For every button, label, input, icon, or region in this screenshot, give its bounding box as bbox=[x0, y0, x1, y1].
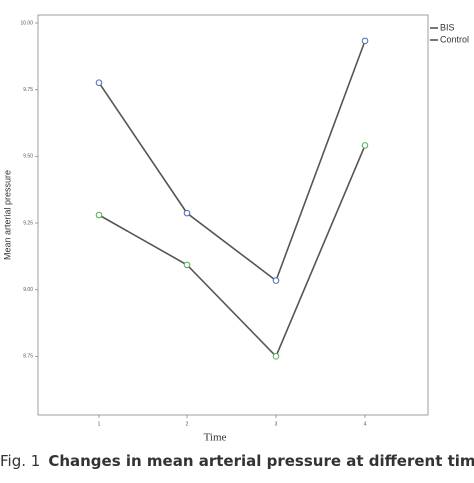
y-tick-label: 9.00 bbox=[23, 287, 33, 293]
x-tick-label: 2 bbox=[186, 421, 189, 427]
y-tick-label: 9.75 bbox=[23, 87, 33, 93]
point bbox=[95, 79, 103, 87]
point bbox=[272, 277, 280, 284]
x-tick-label: 3 bbox=[275, 421, 278, 427]
y-tick-label: 9.50 bbox=[23, 154, 33, 160]
point bbox=[183, 261, 191, 269]
point bbox=[361, 142, 369, 149]
legend-label: BIS bbox=[440, 22, 455, 32]
plot-frame bbox=[37, 14, 429, 416]
y-axis-label: Mean arterial pressure bbox=[2, 170, 12, 260]
point bbox=[272, 353, 280, 360]
caption-label: Fig. 1 bbox=[0, 452, 41, 470]
series-line bbox=[98, 145, 366, 358]
caption-text: Changes in mean arterial pressure at dif… bbox=[48, 452, 474, 470]
x-tick-label: 1 bbox=[98, 421, 101, 427]
chart: Time Mean arterial pressure 8.75 9.00 9.25… bbox=[2, 14, 469, 444]
point bbox=[95, 211, 103, 219]
y-tick-label: 10.00 bbox=[20, 20, 33, 26]
x-tick-label: 4 bbox=[364, 421, 367, 427]
y-tick-label: 8.75 bbox=[23, 354, 33, 360]
point bbox=[183, 209, 191, 217]
caption: Fig. 1 Changes in mean arterial pressure … bbox=[0, 452, 474, 470]
y-tick-label: 9.25 bbox=[23, 220, 33, 226]
x-axis-label: Time bbox=[204, 432, 227, 444]
legend-label: Control bbox=[440, 34, 469, 44]
point bbox=[361, 37, 369, 45]
series-line bbox=[98, 40, 366, 282]
